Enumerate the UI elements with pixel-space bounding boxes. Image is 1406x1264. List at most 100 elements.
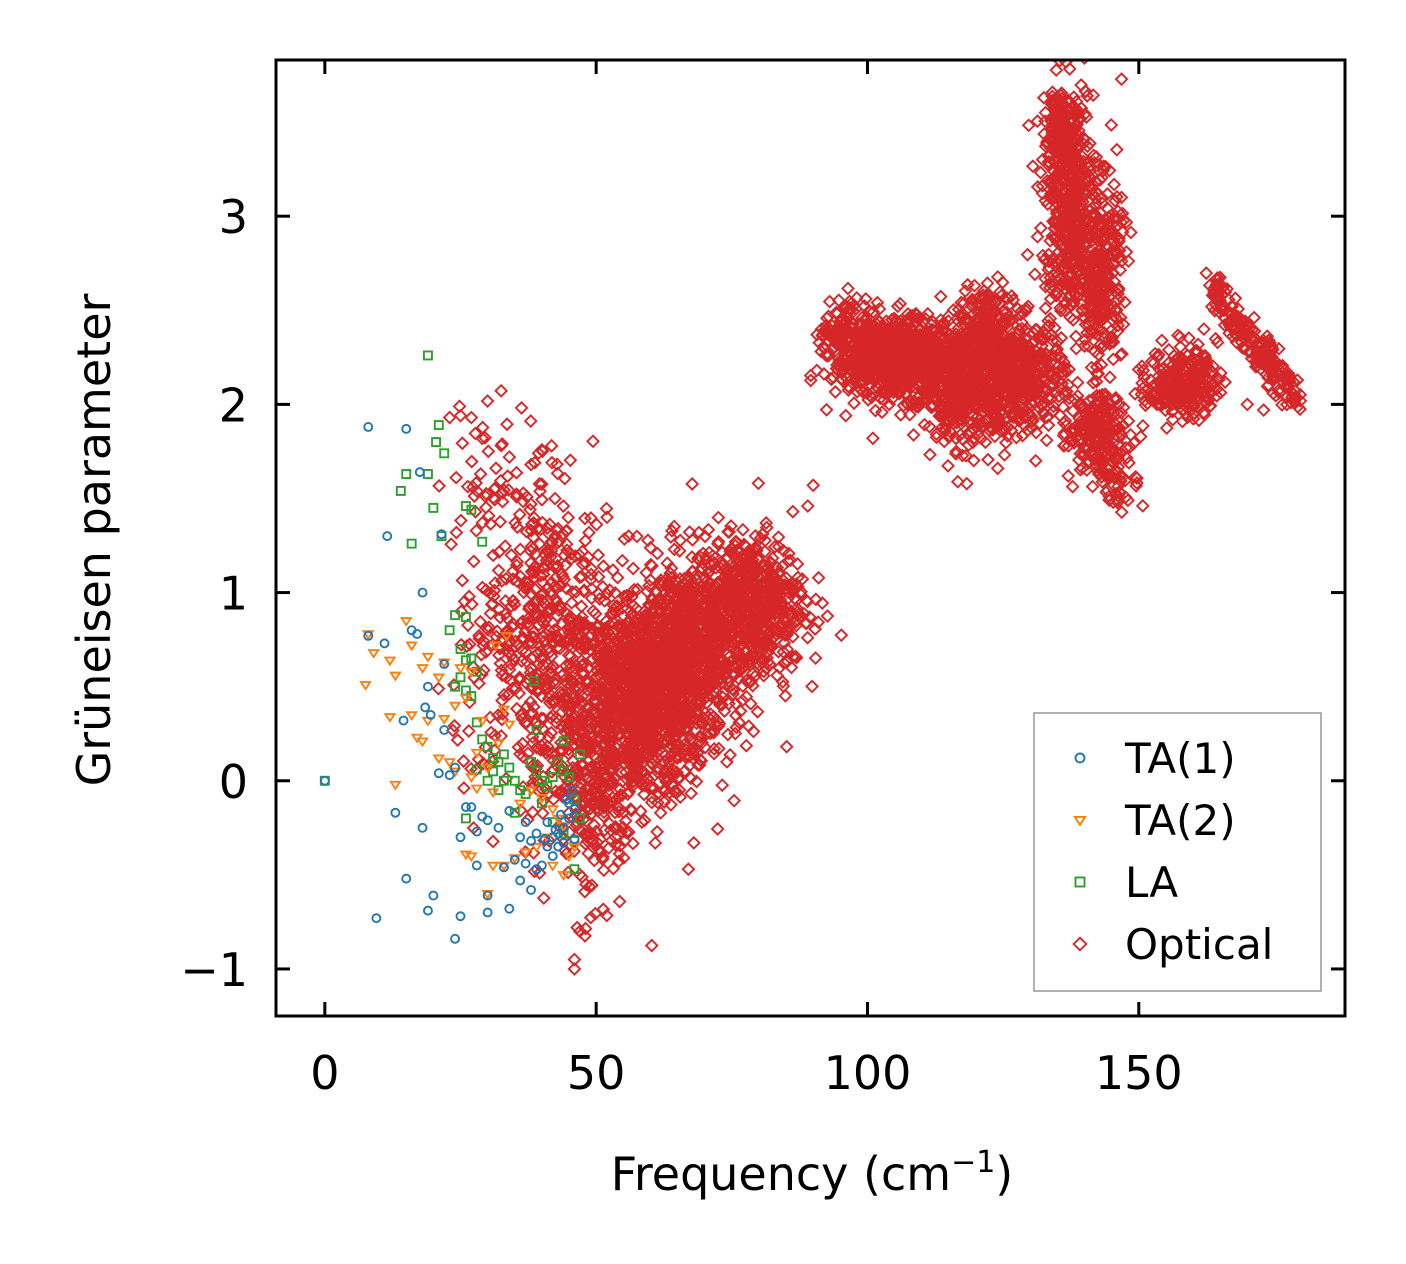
point-optical [608, 830, 623, 844]
point-optical [703, 658, 718, 673]
point-optical [870, 379, 884, 394]
point-optical [702, 640, 717, 655]
point-optical [581, 846, 596, 861]
point-optical [937, 434, 952, 449]
point-optical [597, 794, 612, 809]
point-optical [689, 774, 704, 789]
point-optical [611, 618, 626, 633]
point-optical [677, 598, 692, 613]
point-optical [997, 447, 1012, 462]
point-optical [527, 560, 542, 575]
point-optical [959, 476, 974, 491]
point-optical [561, 510, 576, 525]
point-optical [498, 539, 513, 554]
point-optical [731, 659, 746, 674]
point-optical [662, 581, 677, 596]
point-optical [468, 504, 483, 519]
point-optical [739, 550, 754, 565]
point-optical [636, 683, 651, 698]
point-optical [543, 549, 558, 564]
point-optical [834, 372, 849, 387]
point-optical [703, 557, 718, 572]
point-optical [618, 813, 633, 828]
point-optical [718, 665, 733, 680]
point-optical [625, 774, 640, 789]
point-optical [597, 780, 611, 795]
point-optical [663, 797, 678, 812]
point-optical [642, 621, 657, 636]
point-optical [453, 513, 468, 528]
point-optical [483, 710, 498, 725]
point-optical [534, 477, 549, 492]
point-optical [642, 718, 657, 733]
point-optical [824, 372, 839, 387]
point-optical [478, 740, 493, 755]
point-optical [923, 447, 937, 462]
point-optical [689, 625, 704, 640]
point-optical [524, 539, 539, 554]
point-optical [615, 788, 629, 803]
point-optical [745, 552, 760, 567]
point-optical [584, 581, 599, 596]
point-optical [803, 373, 818, 388]
point-optical [492, 641, 507, 656]
point-optical [713, 654, 728, 669]
point-optical [959, 397, 974, 412]
point-optical [688, 586, 702, 601]
point-optical [651, 594, 666, 609]
point-optical [901, 311, 915, 326]
point-optical [449, 525, 464, 540]
point-optical [631, 639, 646, 654]
point-optical [899, 372, 914, 387]
point-optical [560, 607, 575, 622]
point-optical [588, 606, 603, 621]
point-optical [549, 710, 564, 725]
point-optical [715, 778, 730, 793]
point-optical [935, 347, 950, 362]
point-optical [548, 579, 563, 594]
point-optical [719, 754, 734, 769]
point-optical [560, 676, 575, 691]
point-optical [939, 337, 953, 352]
point-optical [588, 786, 603, 801]
point-optical [669, 750, 683, 765]
point-optical [558, 658, 573, 673]
point-optical [790, 604, 805, 619]
point-optical [540, 521, 555, 536]
point-optical [489, 461, 503, 476]
point-optical [552, 598, 567, 612]
point-optical [514, 616, 528, 631]
point-optical [963, 381, 978, 396]
point-optical [613, 838, 628, 853]
point-optical [1033, 328, 1048, 343]
point-optical [500, 417, 514, 432]
point-optical [625, 769, 640, 783]
point-optical [707, 746, 722, 761]
point-optical [709, 560, 724, 575]
point-optical [666, 705, 681, 720]
point-optical [542, 666, 557, 681]
point-optical [722, 524, 737, 539]
point-optical [530, 684, 544, 699]
point-optical [542, 645, 557, 660]
point-optical [683, 704, 698, 719]
point-optical [657, 784, 672, 799]
point-optical [575, 544, 590, 559]
point-optical [611, 695, 626, 710]
point-optical [614, 745, 629, 760]
point-optical [475, 515, 490, 530]
point-optical [953, 406, 967, 421]
point-optical [509, 558, 524, 573]
point-optical [684, 649, 699, 664]
point-optical [873, 385, 888, 400]
point-optical [892, 348, 907, 363]
point-optical [595, 630, 609, 645]
point-optical [910, 390, 925, 405]
point-optical [684, 743, 698, 757]
point-optical [534, 492, 549, 507]
point-optical [671, 770, 686, 785]
point-optical [899, 396, 914, 411]
point-optical [467, 489, 482, 504]
point-optical [567, 844, 582, 859]
point-optical [617, 532, 632, 546]
